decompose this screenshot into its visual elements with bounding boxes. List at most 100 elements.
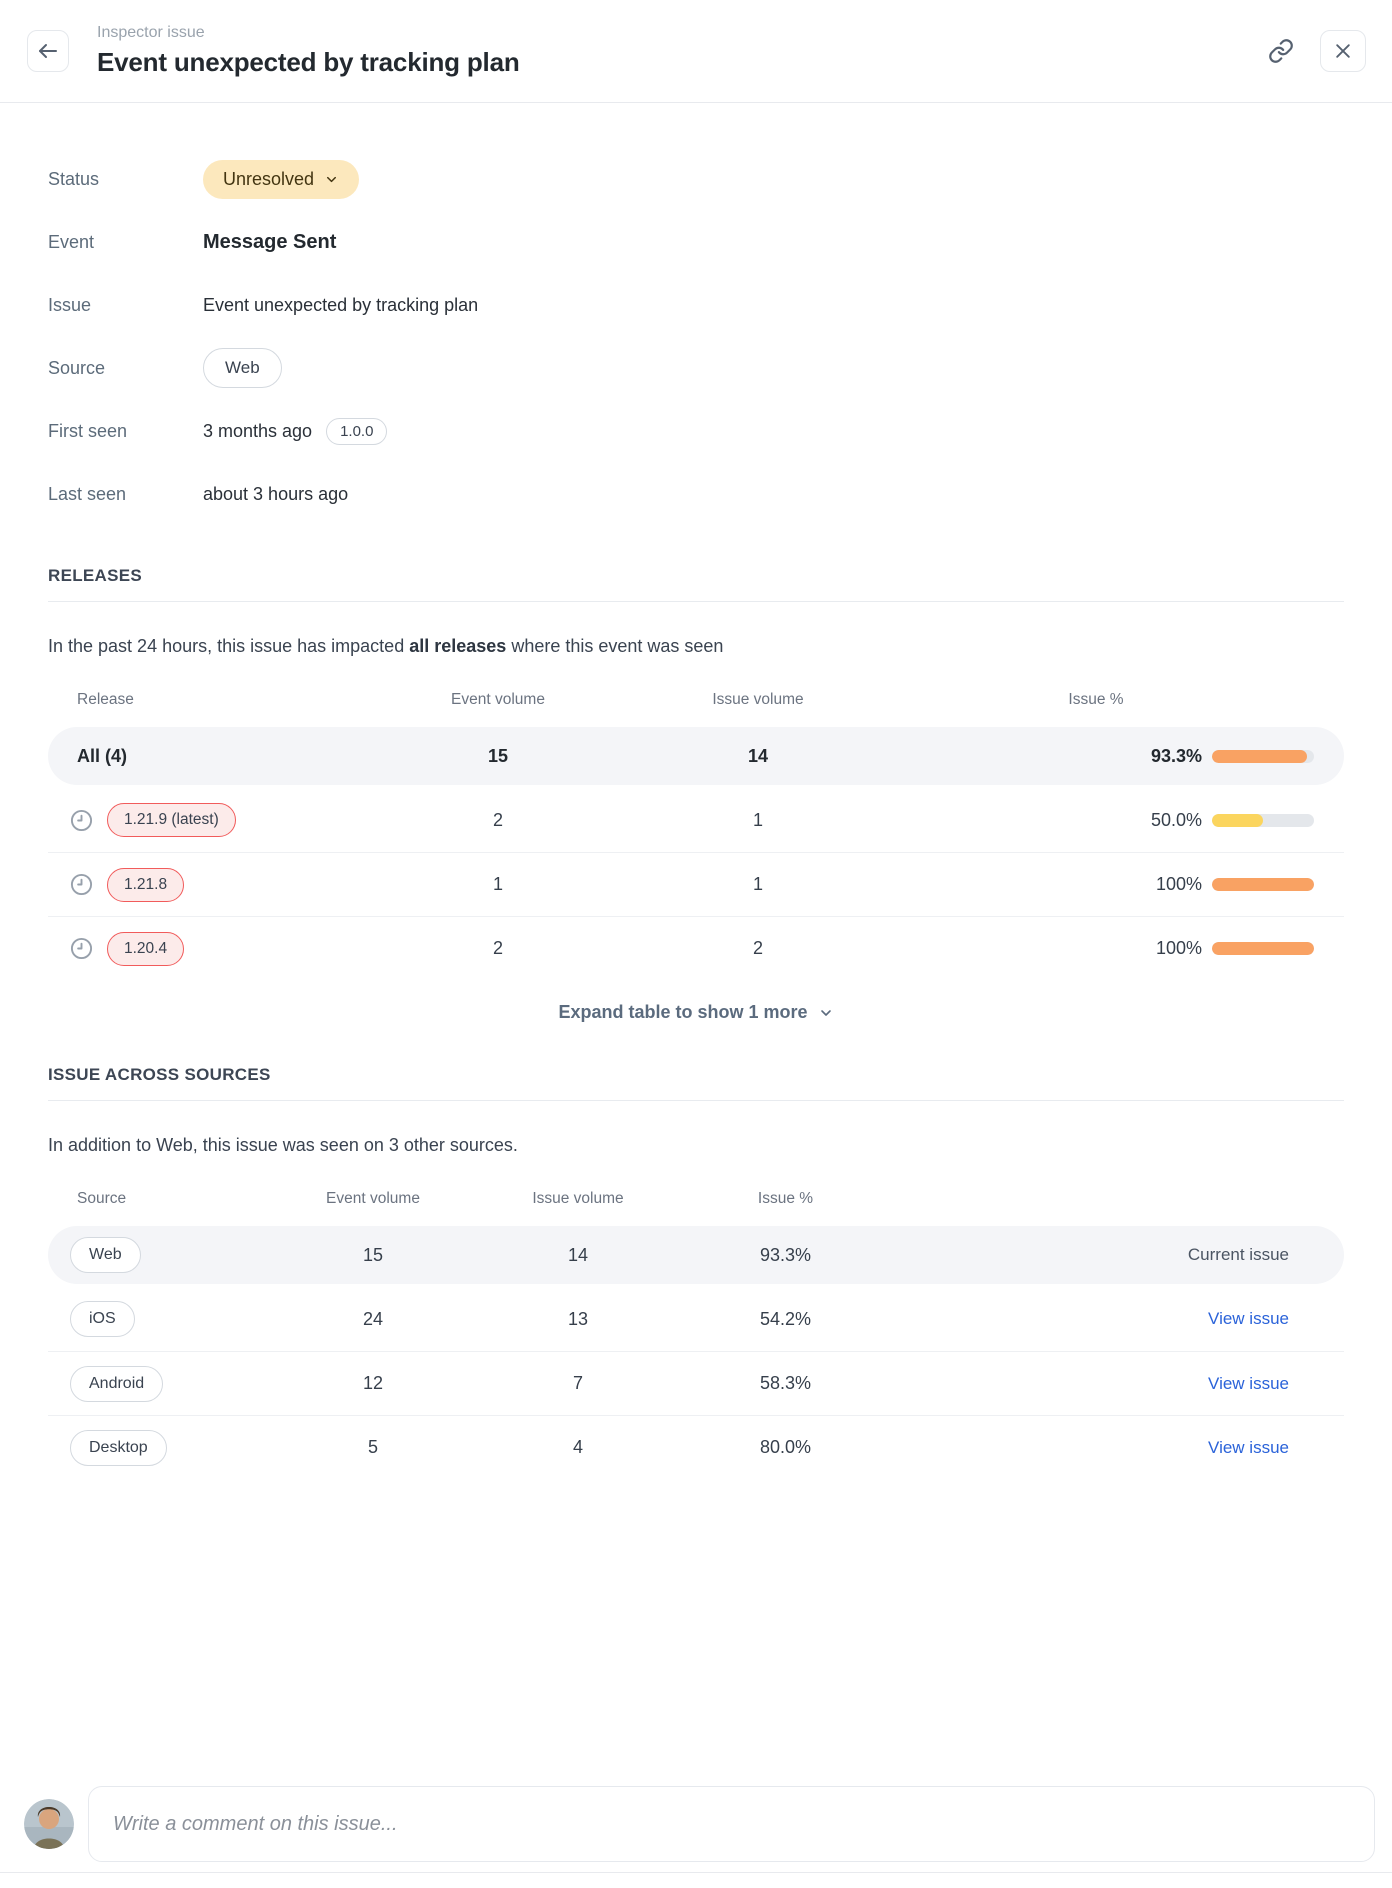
table-row-all-releases: All (4) 15 14 93.3%: [48, 727, 1344, 785]
clock-icon: [70, 873, 93, 896]
current-issue-label: Current issue: [1187, 1245, 1289, 1264]
event-volume-value: 15: [487, 745, 509, 766]
issue-volume-value: 7: [572, 1373, 583, 1393]
col-issue-volume: Issue volume: [712, 691, 804, 708]
issue-pct-value: 58.3%: [759, 1373, 812, 1393]
view-issue-link[interactable]: View issue: [1208, 1373, 1289, 1393]
issue-pct-bar: [1212, 878, 1314, 891]
avatar: [24, 1799, 74, 1849]
close-icon: [1333, 41, 1353, 61]
expand-table-label: Expand table to show 1 more: [558, 1002, 808, 1022]
col-event-volume: Event volume: [326, 1190, 420, 1207]
event-row: Event Message Sent: [48, 220, 1344, 264]
releases-heading: RELEASES: [48, 566, 1344, 602]
sources-heading: ISSUE ACROSS SOURCES: [48, 1065, 1344, 1101]
sources-description: In addition to Web, this issue was seen …: [48, 1135, 518, 1155]
table-row-release: 1.21.8 1 1 100%: [48, 852, 1344, 916]
close-button[interactable]: [1320, 30, 1366, 72]
releases-table-header: Release Event volume Issue volume Issue …: [48, 685, 1344, 715]
first-seen-value: 3 months ago: [203, 420, 313, 441]
col-issue-pct: Issue %: [757, 1190, 814, 1207]
issue-pct-value: 100%: [1155, 874, 1202, 894]
topbar: Inspector issue Event unexpected by trac…: [0, 0, 1392, 103]
release-pill[interactable]: 1.21.9 (latest): [107, 803, 236, 837]
arrow-left-icon: [36, 39, 60, 63]
last-seen-label: Last seen: [48, 483, 127, 504]
issue-row: Issue Event unexpected by tracking plan: [48, 283, 1344, 327]
release-pill[interactable]: 1.20.4: [107, 931, 185, 966]
status-dropdown[interactable]: Unresolved: [203, 159, 360, 199]
view-issue-link[interactable]: View issue: [1208, 1437, 1289, 1457]
copy-link-button[interactable]: [1260, 30, 1302, 72]
issue-volume-value: 14: [747, 745, 769, 766]
source-label: Source: [48, 357, 106, 378]
col-issue-pct: Issue %: [1068, 691, 1124, 708]
col-event-volume: Event volume: [451, 691, 545, 708]
first-seen-version-pill: 1.0.0: [326, 417, 388, 445]
col-issue-volume: Issue volume: [532, 1190, 624, 1207]
table-row-source: iOS 24 13 54.2% View issue: [48, 1287, 1344, 1351]
header-eyebrow: Inspector issue: [97, 24, 205, 41]
topbar-actions: [1260, 30, 1366, 72]
issue-pct-value: 54.2%: [759, 1308, 812, 1329]
issue-pct-bar: [1212, 813, 1314, 827]
source-pill: Web: [203, 348, 282, 388]
source-pill: Web: [70, 1237, 141, 1273]
event-value: Message Sent: [203, 230, 337, 253]
issue-pct-cell: 50.0%: [878, 810, 1344, 831]
releases-table: Release Event volume Issue volume Issue …: [48, 685, 1344, 980]
release-pill[interactable]: 1.21.8: [107, 867, 185, 902]
page-title: Event unexpected by tracking plan: [97, 47, 520, 77]
back-button[interactable]: [27, 30, 69, 72]
expand-table-button[interactable]: Expand table to show 1 more: [48, 1002, 1344, 1023]
first-seen-label: First seen: [48, 420, 128, 441]
last-seen-value: about 3 hours ago: [203, 483, 349, 504]
event-volume-value: 2: [492, 809, 503, 830]
header-titles: Inspector issue Event unexpected by trac…: [97, 24, 1260, 78]
clock-icon: [70, 937, 93, 960]
releases-description: In the past 24 hours, this issue has imp…: [48, 636, 724, 656]
chevron-down-icon: [324, 172, 339, 187]
issue-pct-cell: 93.3%: [878, 746, 1344, 767]
link-icon: [1268, 38, 1294, 64]
source-pill: Android: [70, 1365, 164, 1402]
col-source: Source: [77, 1190, 127, 1207]
issue-pct-value: 100%: [1155, 938, 1202, 958]
source-pill: Desktop: [70, 1429, 167, 1466]
issue-pct-value: 80.0%: [759, 1437, 812, 1457]
event-label: Event: [48, 231, 95, 252]
issue-volume-value: 1: [752, 809, 763, 830]
main-content: Status Unresolved Event Message Sent Iss…: [0, 103, 1392, 1786]
source-row: Source Web: [48, 346, 1344, 390]
issue-pct-cell: 100%: [878, 874, 1344, 895]
table-row-source: Desktop 5 4 80.0% View issue: [48, 1415, 1344, 1479]
event-volume-value: 5: [367, 1437, 378, 1457]
event-volume-value: 15: [362, 1244, 384, 1265]
issue-volume-value: 1: [752, 874, 763, 894]
chevron-down-icon: [818, 1005, 834, 1021]
issue-pct-value: 93.3%: [759, 1244, 812, 1265]
event-volume-value: 24: [362, 1308, 384, 1329]
view-issue-link[interactable]: View issue: [1208, 1309, 1289, 1328]
sources-table-header: Source Event volume Issue volume Issue %: [48, 1184, 1344, 1214]
issue-pct-bar: [1212, 942, 1314, 955]
table-row-source-current: Web 15 14 93.3% Current issue: [48, 1226, 1344, 1284]
event-volume-value: 12: [362, 1373, 384, 1393]
last-seen-row: Last seen about 3 hours ago: [48, 472, 1344, 516]
comment-input[interactable]: [88, 1786, 1375, 1862]
event-volume-value: 2: [492, 938, 503, 958]
status-value: Unresolved: [223, 168, 315, 189]
page-bottom-space: [0, 1873, 1392, 1888]
table-row-release: 1.20.4 2 2 100%: [48, 916, 1344, 980]
issue-volume-value: 14: [567, 1244, 589, 1265]
table-row-source: Android 12 7 58.3% View issue: [48, 1351, 1344, 1415]
issue-value: Event unexpected by tracking plan: [203, 294, 479, 315]
clock-icon: [70, 809, 93, 832]
issue-pct-bar: [1212, 749, 1314, 763]
issue-pct-value: 50.0%: [1150, 809, 1202, 830]
issue-label: Issue: [48, 294, 92, 315]
comment-section: [0, 1786, 1392, 1873]
release-all: All (4): [77, 745, 128, 766]
issue-volume-value: 13: [567, 1308, 589, 1329]
issue-volume-value: 4: [572, 1437, 583, 1457]
